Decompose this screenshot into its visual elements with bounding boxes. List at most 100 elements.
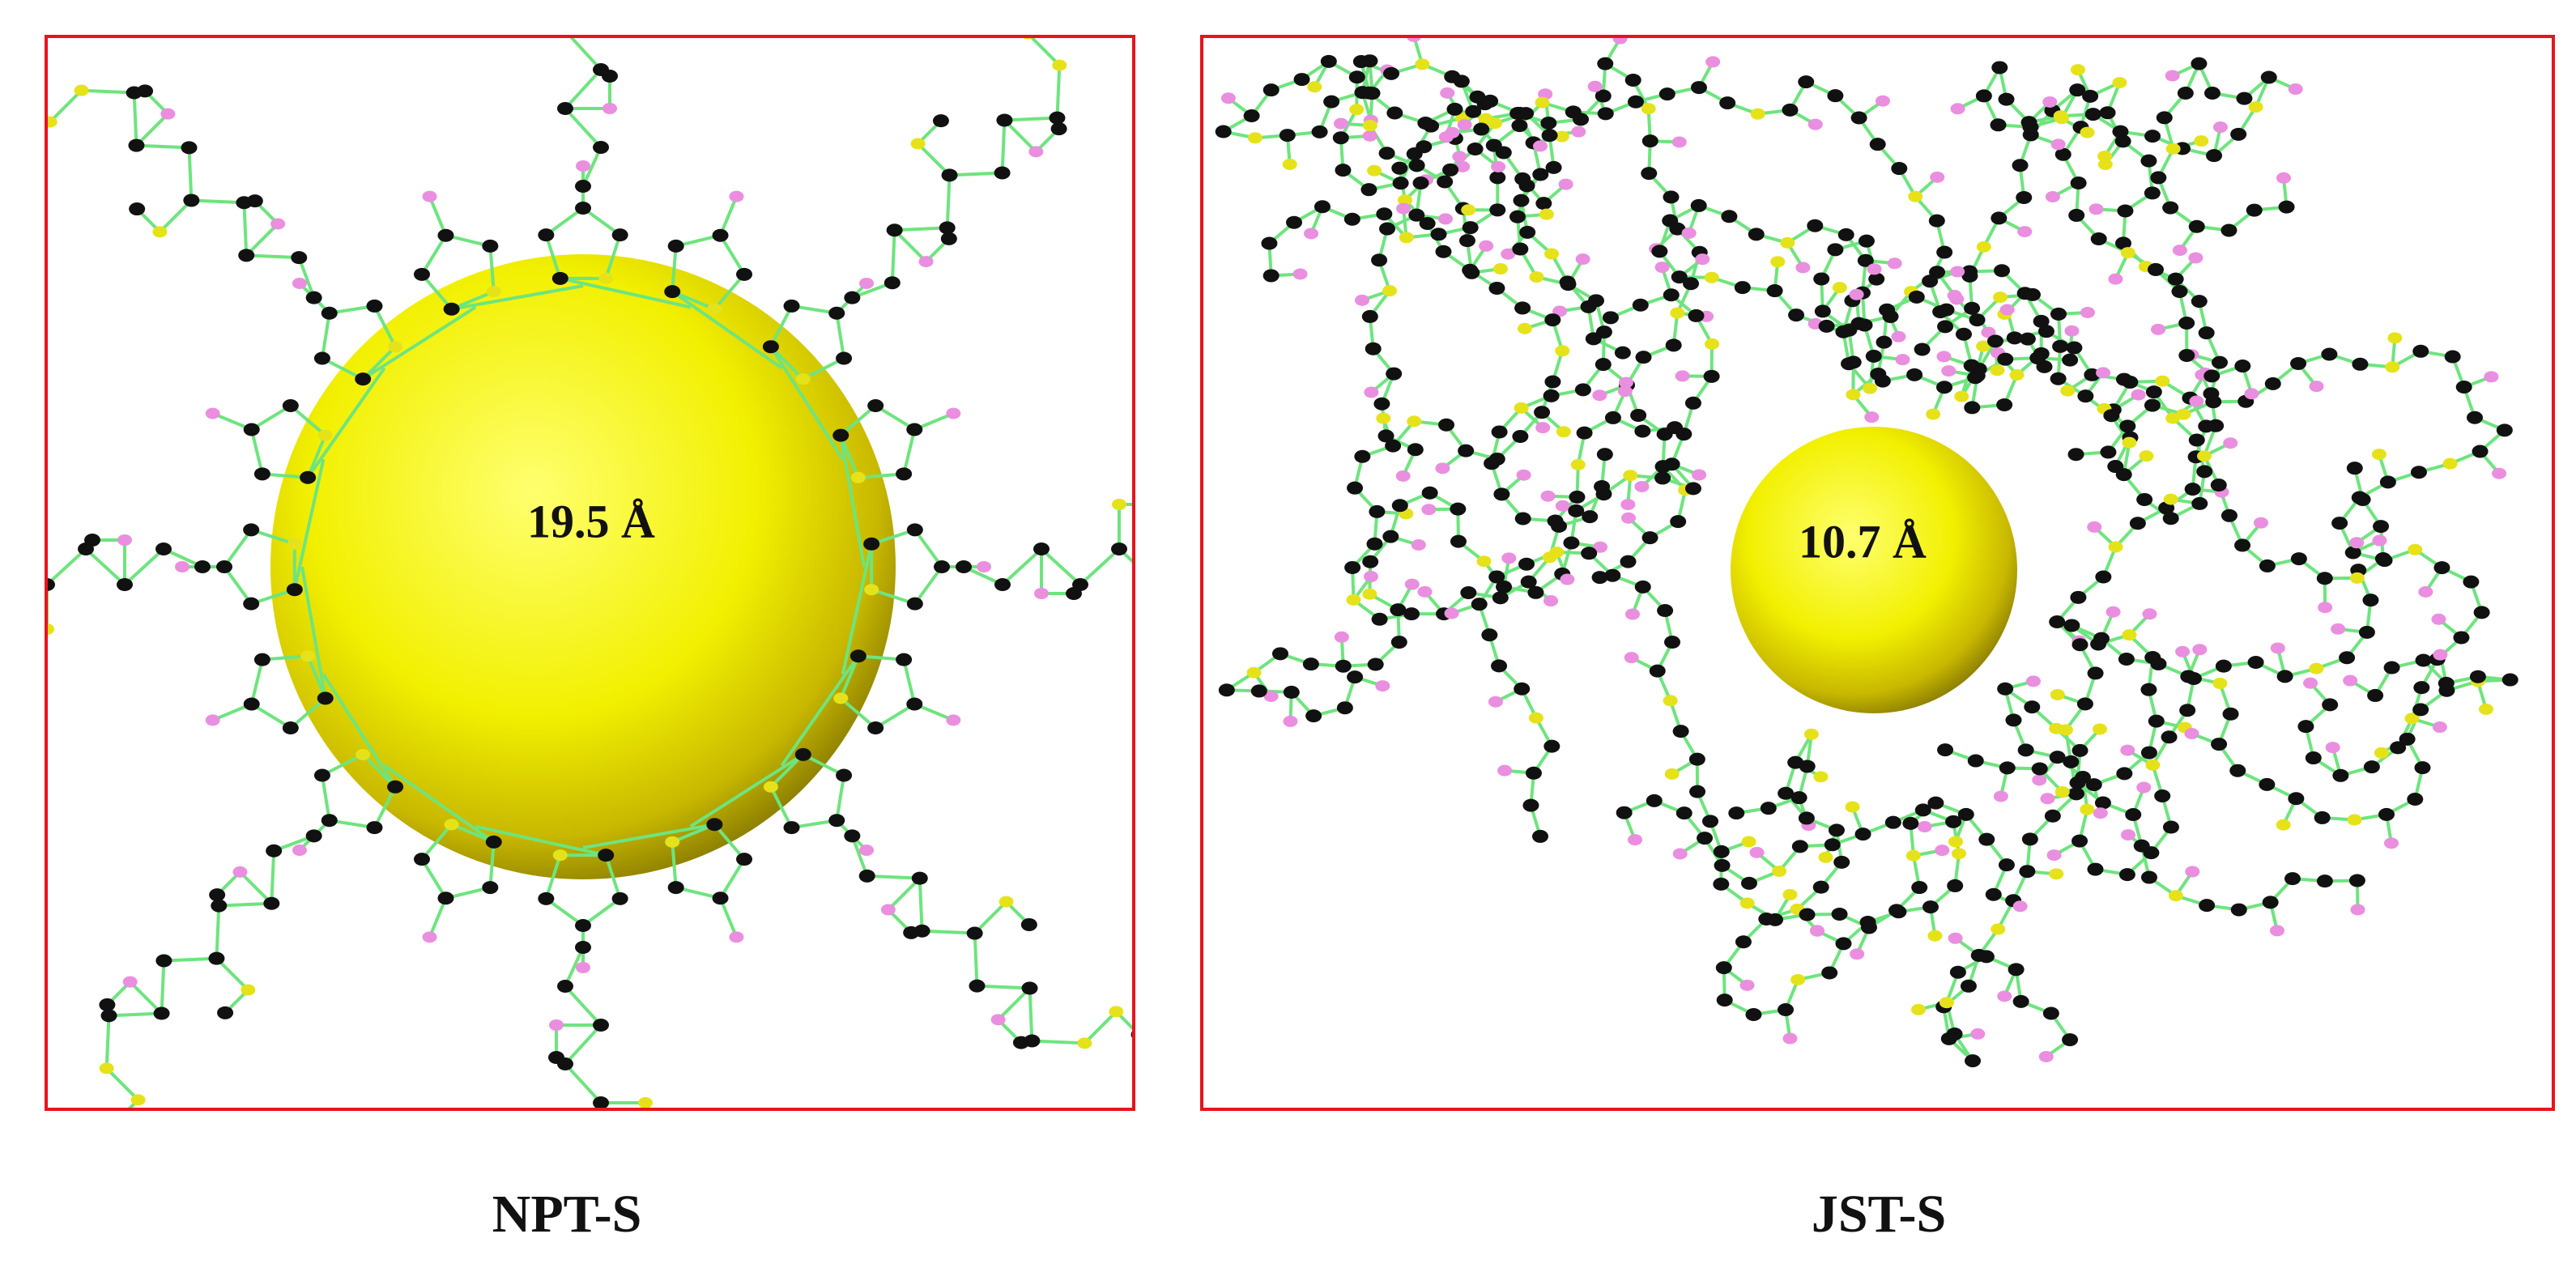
atom [209, 888, 226, 902]
atom [1378, 147, 1395, 160]
atom [1941, 365, 1956, 377]
bond [973, 900, 1007, 934]
atom [1450, 534, 1467, 548]
atom [549, 1019, 564, 1031]
atom [1361, 309, 1378, 323]
bond [582, 823, 715, 849]
bond [475, 824, 607, 857]
atom [1714, 858, 1731, 872]
atom [2008, 963, 2025, 977]
atom [2009, 369, 2025, 381]
atom [2501, 673, 2519, 687]
bond [320, 313, 331, 359]
atom [2024, 700, 2041, 714]
atom [1344, 560, 1361, 574]
atom [1884, 815, 1901, 829]
atom [1540, 490, 1556, 502]
atom [2418, 585, 2433, 598]
atom [1798, 811, 1815, 825]
atom [2484, 371, 2499, 383]
atom [1527, 585, 1544, 599]
atom [1993, 291, 2008, 304]
atom [243, 423, 260, 436]
atom [736, 267, 753, 281]
atom [2096, 367, 2111, 379]
atom [2154, 789, 2171, 802]
atom [100, 1009, 117, 1023]
atom [1788, 308, 1805, 322]
atom [1489, 203, 1506, 217]
atom [1396, 202, 1411, 215]
atom [1750, 108, 1765, 120]
atom [1623, 470, 1638, 482]
atom [1286, 215, 1303, 229]
atom [2179, 704, 2196, 717]
atom [2077, 389, 2094, 403]
atom [2118, 868, 2135, 882]
atom [1491, 659, 1508, 673]
atom [437, 891, 454, 905]
atom [1748, 228, 1765, 241]
atom [1446, 102, 1463, 116]
atom [1450, 502, 1467, 516]
atom [575, 941, 591, 954]
atom [1383, 66, 1400, 80]
atom [1990, 364, 2005, 377]
atom [1549, 547, 1565, 559]
atom [1991, 61, 2008, 74]
bond [902, 659, 917, 704]
atom [1767, 913, 1784, 926]
atom [1299, 498, 1315, 511]
atom [1997, 352, 2014, 366]
atom [1417, 116, 1434, 130]
atom [2223, 437, 2238, 449]
atom [2212, 678, 2228, 690]
atom [864, 584, 879, 596]
atom [1543, 389, 1560, 402]
atom [1616, 806, 1633, 819]
atom [1544, 313, 1561, 327]
bond [1003, 119, 1037, 153]
atom [1902, 816, 1919, 830]
atom [2410, 466, 2427, 479]
atom [1663, 288, 1680, 302]
atom [1143, 498, 1160, 511]
bond [109, 1011, 162, 1018]
atom [2162, 201, 2179, 215]
atom [2378, 807, 2395, 821]
bond [1079, 547, 1121, 586]
atom [1620, 555, 1637, 568]
atom [1860, 921, 1877, 934]
cavity-sphere [1731, 427, 2017, 713]
atom [593, 141, 609, 154]
atom [1930, 171, 1945, 183]
atom [1362, 555, 1379, 568]
atom [2276, 670, 2293, 683]
atom [2362, 594, 2379, 607]
atom [2067, 448, 2084, 462]
atom [1534, 406, 1551, 419]
bond [373, 785, 397, 828]
atom [1366, 537, 1383, 551]
atom [1435, 245, 1452, 258]
bond [917, 143, 951, 177]
atom [1628, 834, 1643, 846]
atom [422, 931, 437, 943]
atom [1994, 264, 2011, 278]
atom [1072, 578, 1088, 591]
atom [1891, 162, 1908, 176]
atom [2136, 781, 2152, 794]
bond [718, 234, 746, 275]
atom [2094, 796, 2111, 810]
atom [1713, 877, 1730, 891]
atom [270, 218, 286, 230]
atom [2049, 751, 2066, 764]
atom [575, 180, 591, 193]
atom [317, 429, 333, 441]
atom [828, 306, 845, 320]
bond [565, 0, 601, 31]
atom [1355, 294, 1370, 306]
atom [1440, 87, 1455, 99]
atom [1514, 682, 1531, 696]
